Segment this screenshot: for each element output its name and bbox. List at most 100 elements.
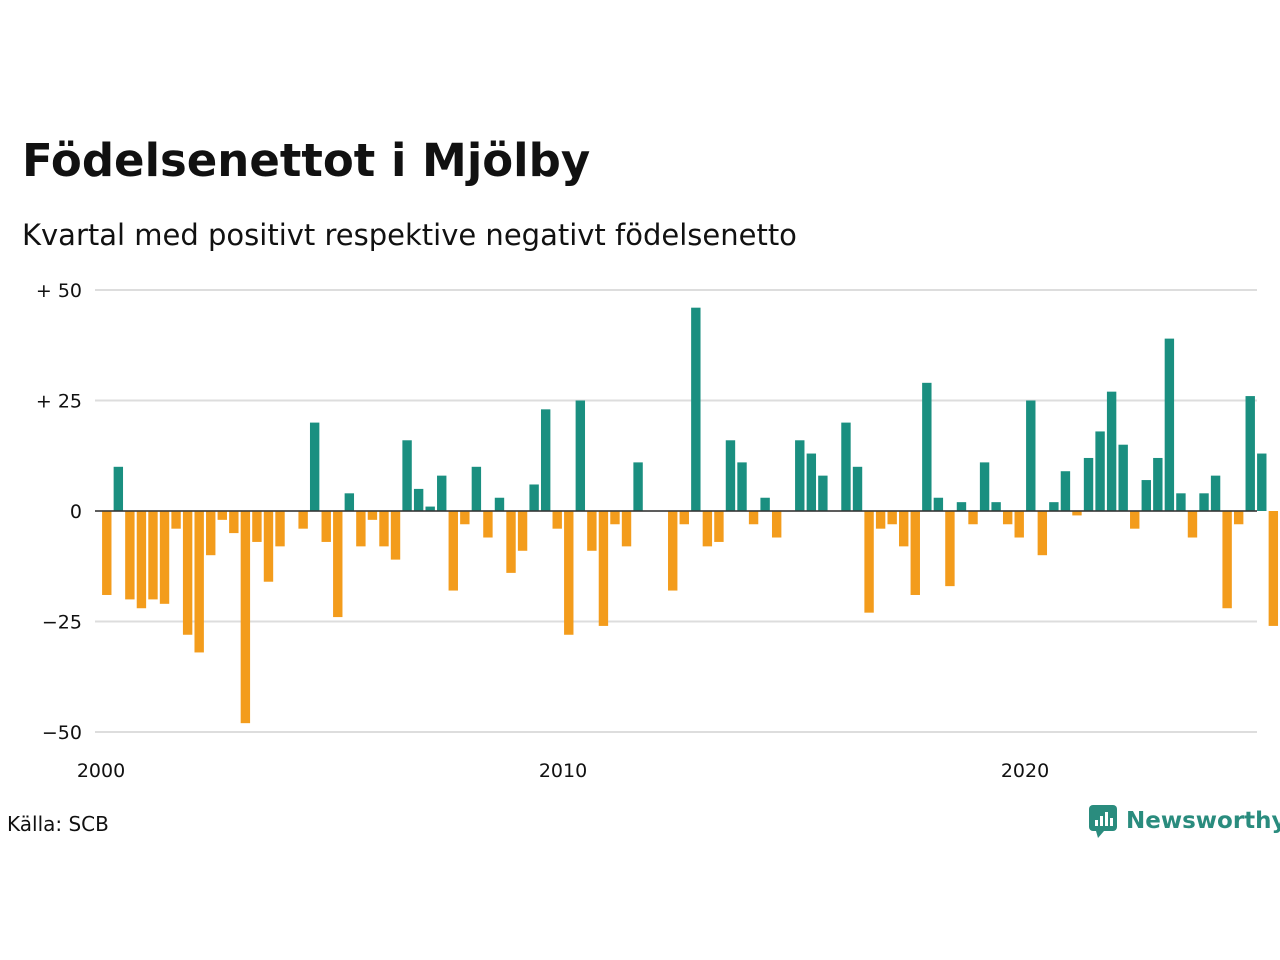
- bar-positive: [1026, 400, 1036, 511]
- bar-negative: [864, 511, 874, 613]
- bar-positive: [1095, 431, 1105, 511]
- bar-positive: [1049, 502, 1059, 511]
- bar-positive: [818, 475, 828, 511]
- bar-negative: [1014, 511, 1024, 538]
- bar-negative: [1037, 511, 1048, 556]
- bar-negative: [298, 511, 308, 529]
- bar-negative: [125, 511, 135, 600]
- bar-negative: [506, 511, 516, 573]
- newsworthy-logo-icon: [1089, 805, 1117, 838]
- bar-positive: [1118, 444, 1128, 511]
- bar-positive: [402, 440, 412, 511]
- bar-positive: [1176, 493, 1186, 511]
- bar-negative: [748, 511, 759, 525]
- bar-negative: [483, 511, 493, 538]
- bar-positive: [1141, 480, 1151, 511]
- bar-positive: [933, 497, 944, 511]
- bar-negative: [771, 511, 782, 538]
- y-tick-label: −50: [42, 722, 82, 744]
- bar-negative: [367, 511, 378, 520]
- bar-negative: [875, 511, 886, 529]
- bar-negative: [714, 511, 724, 542]
- bar-negative: [1072, 511, 1082, 516]
- chart-title: Födelsenettot i Mjölby: [22, 134, 591, 187]
- bar-negative: [217, 511, 227, 520]
- bar-negative: [171, 511, 181, 529]
- bar-negative: [194, 511, 204, 653]
- bar-negative: [968, 511, 978, 525]
- bar-negative: [1268, 511, 1279, 626]
- x-tick-label: 2010: [539, 760, 587, 782]
- bar-negative: [136, 511, 147, 609]
- bar-negative: [102, 511, 112, 595]
- bar-negative: [1222, 511, 1232, 609]
- bar-negative: [356, 511, 366, 547]
- bar-positive: [413, 488, 424, 511]
- bar-positive: [852, 466, 863, 511]
- bar-positive: [494, 497, 505, 511]
- bar-positive: [633, 462, 643, 511]
- bar-positive: [795, 440, 805, 511]
- bar-negative: [587, 511, 597, 551]
- bar-positive: [529, 484, 539, 511]
- bar-negative: [229, 511, 239, 534]
- bar-negative: [379, 511, 389, 547]
- bar-positive: [1083, 457, 1094, 511]
- bar-negative: [460, 511, 470, 525]
- bar-negative: [564, 511, 574, 635]
- bar-negative: [333, 511, 343, 618]
- bar-positive: [1257, 453, 1267, 511]
- bar-negative: [1130, 511, 1140, 529]
- bar-negative: [159, 511, 170, 604]
- bar-negative: [321, 511, 331, 542]
- y-tick-label: −25: [42, 612, 82, 634]
- bar-positive: [922, 382, 932, 511]
- y-tick-label: 0: [70, 501, 82, 523]
- bar-positive: [979, 462, 990, 511]
- bar-positive: [956, 502, 967, 511]
- bar-negative: [702, 511, 713, 547]
- bar-negative: [390, 511, 401, 560]
- bar-positive: [806, 453, 817, 511]
- bar-positive: [760, 497, 770, 511]
- bar-positive: [575, 400, 586, 511]
- bar-negative: [1002, 511, 1013, 525]
- bar-negative: [148, 511, 158, 600]
- bar-positive: [737, 462, 747, 511]
- bar-negative: [1187, 511, 1198, 538]
- bar-positive: [113, 466, 124, 511]
- y-tick-label: + 25: [36, 391, 82, 413]
- bar-negative: [517, 511, 528, 551]
- x-tick-label: 2020: [1001, 760, 1049, 782]
- bar-positive: [344, 493, 355, 511]
- bar-positive: [1153, 457, 1163, 511]
- bar-negative: [252, 511, 262, 542]
- brand-name: Newsworthy: [1126, 808, 1280, 834]
- bar-positive: [1245, 396, 1255, 511]
- bar-negative: [275, 511, 285, 547]
- bar-positive: [691, 307, 701, 511]
- bar-positive: [991, 502, 1001, 511]
- bar-negative: [679, 511, 689, 525]
- bar-positive: [471, 466, 482, 511]
- chart-subtitle: Kvartal med positivt respektive negativt…: [22, 218, 797, 252]
- bar-negative: [448, 511, 458, 591]
- bar-negative: [240, 511, 251, 724]
- brand-logo[interactable]: Newsworthy: [1088, 804, 1280, 838]
- source-label: Källa: SCB: [7, 812, 109, 836]
- bar-negative: [668, 511, 678, 591]
- bar-positive: [1060, 471, 1071, 511]
- bar-positive: [841, 422, 851, 511]
- bar-negative: [945, 511, 955, 587]
- bar-positive: [1210, 475, 1221, 511]
- bar-positive: [540, 409, 551, 511]
- y-tick-label: + 50: [36, 280, 82, 302]
- bar-negative: [206, 511, 216, 556]
- bar-negative: [552, 511, 562, 529]
- bar-negative: [598, 511, 609, 626]
- bar-positive: [1164, 338, 1175, 511]
- bar-positive: [725, 440, 736, 511]
- bar-negative: [899, 511, 909, 547]
- bar-positive: [437, 475, 447, 511]
